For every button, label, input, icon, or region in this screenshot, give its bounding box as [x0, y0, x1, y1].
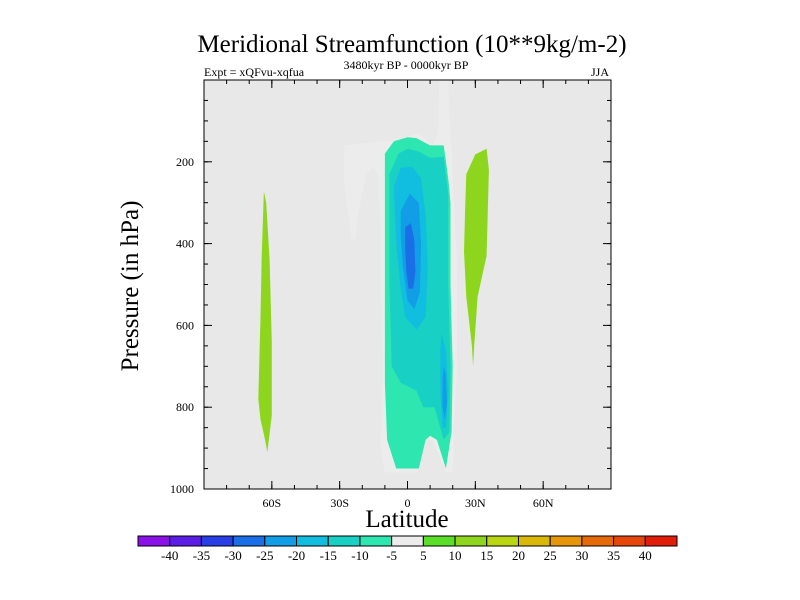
colorbar-labels: -40 -35 -30 -25 -20 -15 -10 -5 5 10 15 20 25 30 35 40 — [161, 548, 652, 563]
colorbar-label: 5 — [420, 548, 427, 563]
x-tick-label: 60S — [262, 496, 281, 510]
y-axis-label: Pressure (in hPa) — [117, 201, 144, 372]
colorbar-label: 20 — [512, 548, 525, 563]
colorbar-label: -30 — [224, 548, 241, 563]
colorbar-label: -15 — [320, 548, 337, 563]
season-label: JJA — [591, 65, 609, 79]
colorbar-swatch — [422, 535, 456, 547]
x-tick-label: 60N — [533, 496, 554, 510]
colorbar-label: -40 — [161, 548, 178, 563]
contour-region-positive-north-band — [464, 148, 489, 367]
colorbar-swatch — [264, 535, 298, 547]
colorbar-swatch — [517, 535, 551, 547]
colorbar-label: -25 — [256, 548, 273, 563]
y-tick-label: 600 — [176, 318, 194, 332]
x-axis-label: Latitude — [365, 506, 448, 533]
colorbar-label: 40 — [639, 548, 652, 563]
colorbar-label: 15 — [480, 548, 493, 563]
colorbar-label: 25 — [544, 548, 557, 563]
colorbar-swatch — [200, 535, 234, 547]
colorbar-swatch — [644, 535, 678, 547]
colorbar-swatch — [549, 535, 583, 547]
colorbar-label: 35 — [607, 548, 620, 563]
x-tick-label: 0 — [405, 496, 411, 510]
contour-region-positive-south-band — [258, 191, 272, 453]
colorbar-swatch — [391, 535, 424, 547]
y-tick-label: 1000 — [170, 482, 194, 496]
colorbar-label: -20 — [288, 548, 305, 563]
experiment-label: Expt = xQFvu-xqfua — [204, 65, 305, 79]
colorbar-swatch — [454, 535, 488, 547]
contour-region-neg-25-lower — [442, 366, 448, 420]
colorbar-swatch — [581, 535, 615, 547]
colorbar-swatch — [359, 535, 393, 547]
x-axis-ticks: 60S 30S 0 30N 60N — [262, 80, 554, 510]
contour-regions — [258, 80, 489, 473]
y-tick-label: 800 — [176, 400, 194, 414]
y-tick-label: 200 — [176, 155, 194, 169]
chart-title: Meridional Streamfunction (10**9kg/m-2) — [197, 31, 626, 58]
colorbar-label: 10 — [449, 548, 462, 563]
colorbar-swatch — [613, 535, 646, 547]
contour-region-neg-30-core — [405, 223, 416, 289]
colorbar-label: 30 — [575, 548, 588, 563]
colorbar-swatch — [169, 535, 202, 547]
colorbar-swatch — [327, 535, 361, 547]
colorbar-label: -5 — [386, 548, 397, 563]
colorbar-swatch — [137, 535, 171, 547]
colorbar-swatch — [486, 535, 519, 547]
colorbar-swatch — [232, 535, 266, 547]
x-tick-label: 30N — [465, 496, 486, 510]
colorbar — [137, 535, 678, 547]
y-tick-label: 400 — [176, 237, 194, 251]
x-tick-label: 30S — [330, 496, 349, 510]
colorbar-label: -10 — [351, 548, 368, 563]
y-axis-ticks: 200 400 600 800 1000 — [170, 155, 611, 496]
colorbar-swatch — [296, 535, 329, 547]
time-range-label: 3480kyr BP - 0000kyr BP — [344, 58, 469, 72]
colorbar-label: -35 — [193, 548, 210, 563]
